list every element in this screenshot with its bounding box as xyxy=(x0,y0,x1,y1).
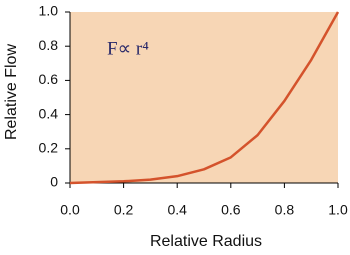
y-tick-label: 0.2 xyxy=(39,140,59,156)
annotation: F∝ r⁴ xyxy=(107,38,149,59)
line xyxy=(69,11,340,185)
y-tick-label: 1.0 xyxy=(39,3,59,19)
x-tick-label: 1.0 xyxy=(328,202,348,218)
y-axis-label: Relative Flow xyxy=(3,44,20,140)
x-tick-label: 0.2 xyxy=(114,202,134,218)
y-tick-label: 0.4 xyxy=(39,105,59,121)
x-tick-label: 0.8 xyxy=(275,202,295,218)
x-tick-label: 0.4 xyxy=(167,202,187,218)
x-axis-label: Relative Radius xyxy=(150,233,262,250)
y-tick-label: 0 xyxy=(50,174,58,190)
plot-area xyxy=(70,12,338,183)
x-tick-label: 0.6 xyxy=(221,202,241,218)
x-tick-label: 0.0 xyxy=(60,202,80,218)
y-tick-label: 0.6 xyxy=(39,71,59,87)
y-tick-label: 0.8 xyxy=(39,37,59,53)
